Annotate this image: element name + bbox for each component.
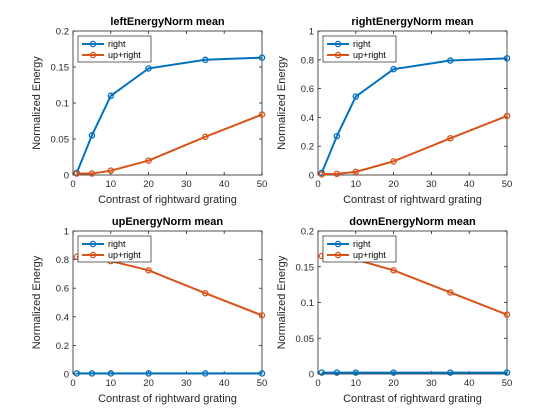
x-tick-label: 0 xyxy=(315,179,320,190)
y-tick-label: 0 xyxy=(309,171,314,182)
x-tick-label: 50 xyxy=(257,179,268,190)
y-tick-label: 0.2 xyxy=(301,227,314,238)
x-tick-label: 30 xyxy=(426,378,437,389)
legend-entry: up+right xyxy=(108,50,141,60)
x-axis-label: Contrast of rightward grating xyxy=(98,393,237,405)
y-tick-label: 1 xyxy=(64,227,69,238)
y-tick-label: 0 xyxy=(64,370,69,381)
x-tick-label: 10 xyxy=(351,378,362,389)
y-tick-label: 0.4 xyxy=(56,312,69,323)
subplot-1: 0 10 20 30 40 50 0 0.05 0.1 0.15 0.2 leftEnergyNorm… xyxy=(31,16,267,206)
subplot-4: 0 10 20 30 40 50 0 0.05 0.1 0.15 0.2 downEnergyNorm… xyxy=(276,216,512,405)
subplot-2: 0 10 20 30 40 50 0 0.2 0.4 0.6 0.8 1 rightEnergyNorm… xyxy=(276,16,512,206)
x-axis-label: Contrast of rightward grating xyxy=(98,194,237,206)
y-axis-label: Normalized Energy xyxy=(31,255,43,349)
x-tick-label: 10 xyxy=(106,378,117,389)
y-tick-label: 0.1 xyxy=(56,99,69,110)
legend-entry: up+right xyxy=(108,250,141,260)
subplot-3: 0 10 20 30 40 50 0 0.2 0.4 0.6 0.8 1 upEnergyNorm me… xyxy=(31,216,267,405)
y-tick-label: 0.4 xyxy=(301,113,314,124)
x-tick-label: 50 xyxy=(257,378,268,389)
x-tick-label: 0 xyxy=(315,378,320,389)
legend-entry: up+right xyxy=(353,250,386,260)
x-tick-label: 30 xyxy=(181,378,192,389)
y-tick-label: 0 xyxy=(64,171,69,182)
x-tick-label: 50 xyxy=(502,179,513,190)
legend: rightup+right xyxy=(323,236,396,262)
y-tick-label: 0.05 xyxy=(51,135,70,146)
y-tick-label: 0.2 xyxy=(56,27,69,38)
chart-title: rightEnergyNorm mean xyxy=(351,16,474,28)
x-tick-label: 40 xyxy=(464,179,475,190)
x-tick-label: 40 xyxy=(464,378,475,389)
x-axis-label: Contrast of rightward grating xyxy=(343,393,482,405)
chart-title: leftEnergyNorm mean xyxy=(110,16,225,28)
y-tick-label: 0.1 xyxy=(301,298,314,309)
x-tick-label: 40 xyxy=(219,179,230,190)
chart-title: downEnergyNorm mean xyxy=(349,216,476,228)
x-tick-label: 30 xyxy=(426,179,437,190)
x-tick-label: 30 xyxy=(181,179,192,190)
x-tick-label: 10 xyxy=(351,179,362,190)
y-tick-label: 0.2 xyxy=(56,341,69,352)
x-tick-label: 20 xyxy=(388,179,399,190)
y-tick-label: 0.15 xyxy=(296,262,315,273)
legend-entry: right xyxy=(108,239,126,249)
x-tick-label: 50 xyxy=(502,378,513,389)
y-axis-label: Normalized Energy xyxy=(31,56,43,150)
x-tick-label: 40 xyxy=(219,378,230,389)
y-axis-label: Normalized Energy xyxy=(276,56,288,150)
x-axis-label: Contrast of rightward grating xyxy=(343,194,482,206)
y-tick-label: 0.6 xyxy=(301,84,314,95)
x-tick-label: 20 xyxy=(143,179,154,190)
x-tick-label: 20 xyxy=(143,378,154,389)
y-tick-label: 0 xyxy=(309,370,314,381)
legend-entry: right xyxy=(108,39,126,49)
legend-entry: right xyxy=(353,39,371,49)
y-tick-label: 1 xyxy=(309,27,314,38)
y-tick-label: 0.8 xyxy=(301,55,314,66)
y-tick-label: 0.6 xyxy=(56,284,69,295)
x-tick-label: 0 xyxy=(70,378,75,389)
legend-entry: up+right xyxy=(353,50,386,60)
x-tick-label: 10 xyxy=(106,179,117,190)
y-tick-label: 0.05 xyxy=(296,334,315,345)
y-axis-label: Normalized Energy xyxy=(276,255,288,349)
legend-entry: right xyxy=(353,239,371,249)
chart-title: upEnergyNorm mean xyxy=(112,216,224,228)
x-tick-label: 20 xyxy=(388,378,399,389)
y-tick-label: 0.15 xyxy=(51,63,70,74)
x-tick-label: 0 xyxy=(70,179,75,190)
y-tick-label: 0.8 xyxy=(56,255,69,266)
legend: rightup+right xyxy=(78,236,151,262)
y-tick-label: 0.2 xyxy=(301,142,314,153)
